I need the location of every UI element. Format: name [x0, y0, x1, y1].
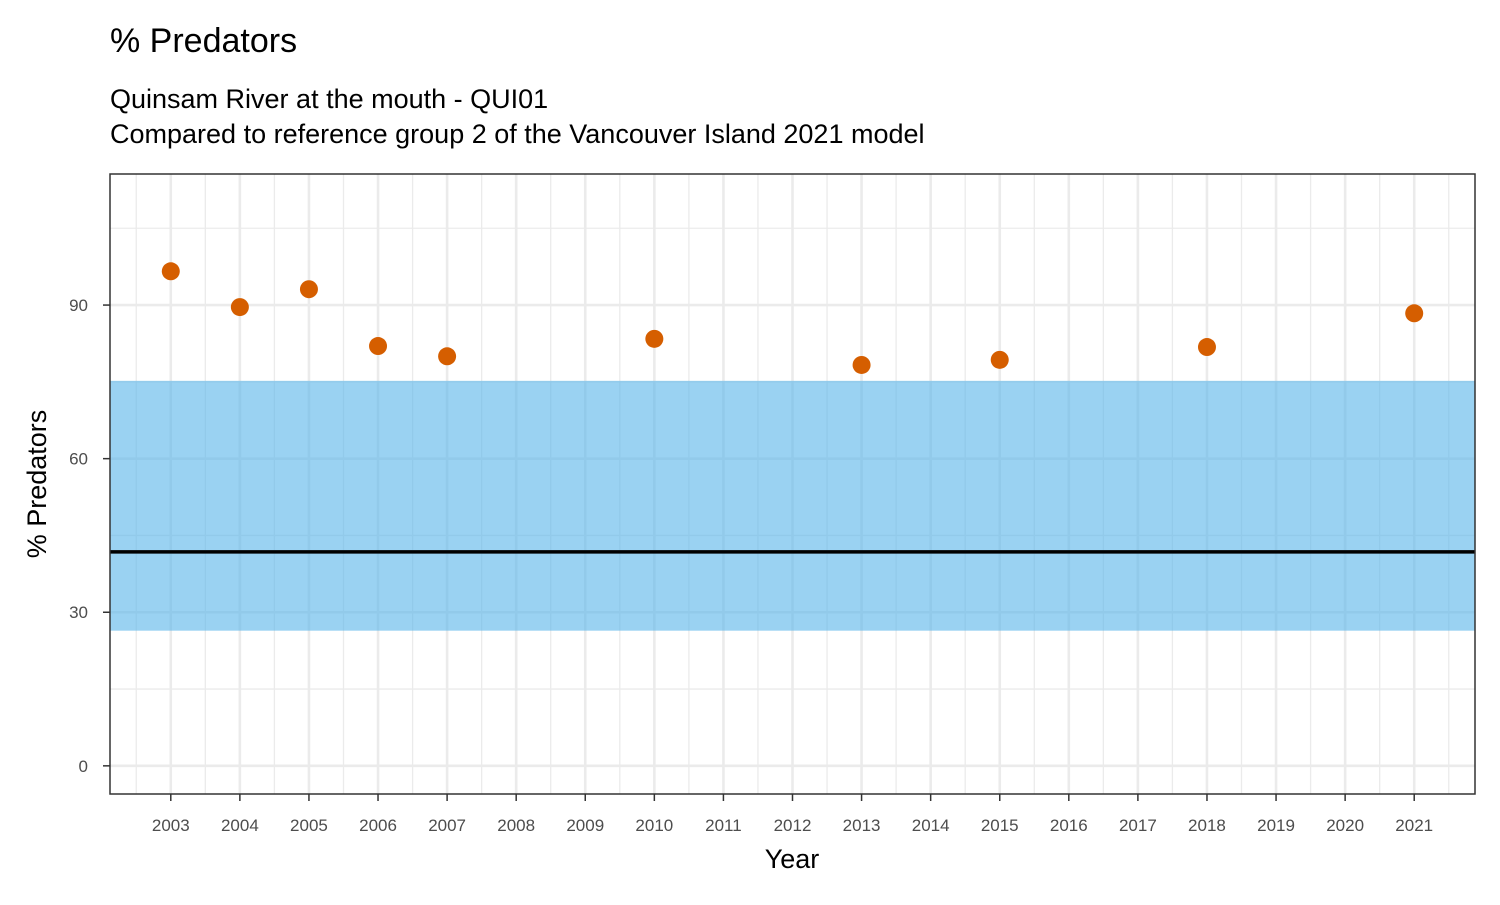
x-tick-label: 2008 — [497, 816, 535, 835]
data-point — [852, 355, 871, 374]
x-tick-label: 2014 — [912, 816, 950, 835]
x-axis-label: Year — [765, 844, 820, 874]
chart-title: % Predators — [110, 22, 297, 60]
x-tick-label: 2007 — [428, 816, 466, 835]
data-point — [990, 350, 1009, 369]
x-tick-label: 2018 — [1188, 816, 1226, 835]
y-tick-label: 90 — [69, 296, 88, 315]
x-tick-label: 2003 — [152, 816, 190, 835]
x-tick-label: 2013 — [843, 816, 881, 835]
x-tick-label: 2010 — [635, 816, 673, 835]
chart-subtitle-line-2: Compared to reference group 2 of the Van… — [110, 119, 925, 149]
x-tick-label: 2011 — [705, 816, 742, 835]
data-point — [645, 329, 664, 348]
x-tick-label: 2019 — [1257, 816, 1295, 835]
x-tick-label: 2016 — [1050, 816, 1088, 835]
reference-band — [110, 380, 1475, 631]
x-tick-label: 2015 — [981, 816, 1019, 835]
x-tick-label: 2017 — [1119, 816, 1157, 835]
x-tick-label: 2021 — [1395, 816, 1433, 835]
x-tick-label: 2009 — [566, 816, 604, 835]
data-point — [1405, 304, 1424, 323]
data-point — [369, 337, 388, 356]
y-axis-label: % Predators — [22, 410, 52, 559]
y-tick-label: 0 — [79, 757, 88, 776]
x-tick-label: 2006 — [359, 816, 397, 835]
data-point — [299, 280, 318, 299]
x-tick-label: 2004 — [221, 816, 259, 835]
y-tick-label: 60 — [69, 450, 88, 469]
x-tick-label: 2012 — [774, 816, 812, 835]
x-tick-label: 2005 — [290, 816, 328, 835]
chart-subtitle-line-1: Quinsam River at the mouth - QUI01 — [110, 84, 548, 114]
x-tick-label: 2020 — [1326, 816, 1364, 835]
data-point — [230, 298, 249, 317]
data-point — [438, 347, 457, 366]
data-point — [1197, 338, 1216, 357]
y-tick-label: 30 — [69, 603, 88, 622]
data-point — [161, 262, 180, 281]
